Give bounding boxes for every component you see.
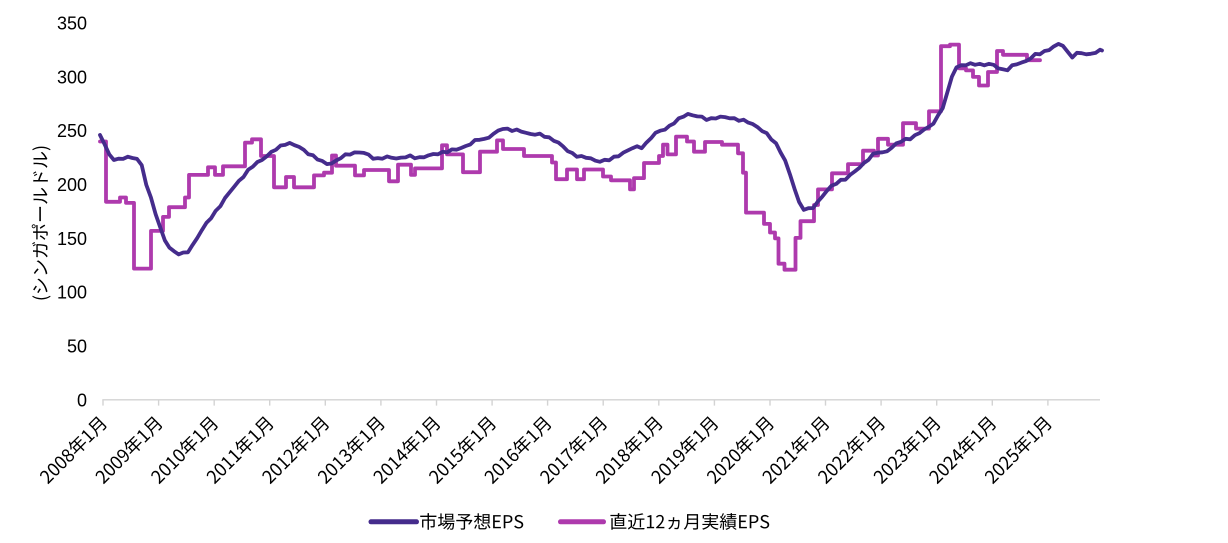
svg-text:150: 150 [57,229,87,249]
svg-text:0: 0 [77,390,87,410]
svg-text:350: 350 [57,13,87,33]
svg-text:50: 50 [67,337,87,357]
svg-text:300: 300 [57,67,87,87]
svg-text:200: 200 [57,175,87,195]
svg-text:100: 100 [57,283,87,303]
svg-text:250: 250 [57,121,87,141]
